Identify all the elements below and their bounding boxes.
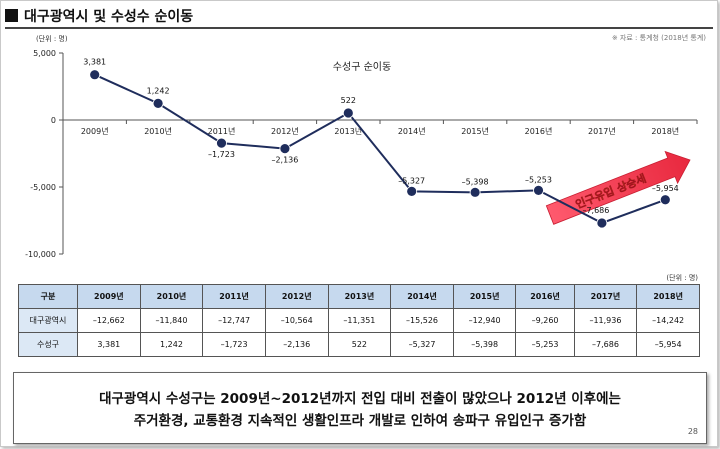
table-cell: –12,940: [452, 308, 517, 333]
table-row: 대구광역시 –12,662 –11,840 –12,747 –10,564 –1…: [18, 308, 700, 333]
table-cell: –11,936: [573, 308, 638, 333]
data-point: [533, 184, 544, 196]
table-cell: –5,398: [452, 332, 517, 357]
table-cell: –11,840: [139, 308, 204, 333]
x-tick-label: 2018년: [651, 126, 679, 136]
data-label: 1,242: [147, 86, 170, 95]
source-note: ※ 자료 : 통계청 (2018년 통계): [611, 34, 706, 42]
data-label: –5,398: [462, 177, 489, 186]
table-row-header: 수성구: [18, 332, 78, 357]
summary-box: 대구광역시 수성구는 2009년~2012년까지 전입 대비 전출이 많았으나 …: [13, 372, 707, 444]
table-cell: 1,242: [139, 332, 204, 357]
x-tick-label: 2011년: [208, 126, 236, 136]
table-cell: –10,564: [264, 308, 329, 333]
data-point: [279, 143, 291, 155]
table-header-cell: 2013년: [327, 284, 392, 309]
data-point: [152, 97, 164, 109]
table-header-cell: 2009년: [77, 284, 141, 309]
data-point: [659, 194, 671, 206]
table-header-cell: 2011년: [202, 284, 266, 309]
table-cell: –9,260: [515, 308, 575, 333]
data-label: –5,327: [398, 176, 425, 185]
table-header-cell: 2018년: [636, 284, 700, 309]
data-point: [342, 107, 354, 119]
data-label: –7,686: [582, 206, 609, 215]
table-cell: 522: [327, 332, 392, 357]
data-point: [596, 217, 608, 229]
y-tick-label: -5,000: [30, 183, 56, 192]
x-tick-label: 2017년: [588, 126, 616, 136]
header-divider: [5, 27, 713, 29]
x-tick-label: 2013년: [334, 126, 362, 136]
y-tick-label: -10,000: [25, 250, 56, 259]
table-cell: –2,136: [264, 332, 329, 357]
table-cell: –1,723: [202, 332, 266, 357]
y-tick-label: 0: [51, 116, 56, 125]
trend-arrow-shape: [545, 150, 691, 225]
table-cell: –5,327: [390, 332, 454, 357]
table-header-cell: 2010년: [139, 284, 204, 309]
x-tick-label: 2009년: [81, 126, 109, 136]
table-header-cell: 2014년: [390, 284, 454, 309]
table-cell: –5,954: [636, 332, 700, 357]
table-cell: 3,381: [77, 332, 141, 357]
x-tick-label: 2012년: [271, 126, 299, 136]
table-row: 수성구 3,381 1,242 –1,723 –2,136 522 –5,327…: [18, 332, 700, 357]
data-label: 522: [341, 96, 356, 105]
data-point: [216, 137, 227, 149]
summary-line-1: 대구광역시 수성구는 2009년~2012년까지 전입 대비 전출이 많았으나 …: [99, 391, 621, 407]
x-tick-label: 2016년: [525, 126, 553, 136]
chart-title: 수성구 순이동: [333, 61, 391, 73]
data-label: –2,136: [271, 156, 298, 165]
data-label: –5,253: [525, 175, 552, 184]
series-line: [94, 73, 666, 225]
table-cell: –15,526: [390, 308, 454, 333]
x-tick-label: 2014년: [398, 126, 426, 136]
data-table: 구분 2009년 2010년 2011년 2012년 2013년 2014년 2…: [18, 284, 700, 357]
x-tick-label: 2010년: [144, 126, 172, 136]
table-cell: –14,242: [636, 308, 700, 333]
table-unit-label: (단위 : 명): [666, 274, 698, 282]
data-label: 3,381: [83, 58, 106, 67]
table-header-cell: 2016년: [515, 284, 575, 309]
table-header-cell: 구분: [18, 284, 78, 309]
table-cell: –12,747: [202, 308, 266, 333]
table-row-header: 대구광역시: [18, 308, 78, 333]
chart-unit-label: (단위 : 명): [36, 35, 68, 43]
table-cell: –12,662: [77, 308, 141, 333]
table-cell: –5,253: [515, 332, 575, 357]
data-label: –5,954: [652, 184, 679, 193]
summary-line-2: 주거환경, 교통환경 지속적인 생활인프라 개발로 인하여 송파구 유입인구 증…: [133, 413, 587, 429]
data-point: [469, 186, 481, 198]
data-label: –1,723: [208, 150, 235, 159]
page-number: 28: [687, 427, 698, 436]
table-header-cell: 2015년: [452, 284, 517, 309]
line-chart: 5,000 0 -5,000 -10,000 2009년 2010년 2011년 2012년 2…: [25, 49, 698, 259]
data-point: [406, 185, 418, 197]
table-cell: –7,686: [573, 332, 638, 357]
header-bullet-icon: [5, 9, 18, 22]
data-point: [89, 69, 101, 81]
x-tick-label: 2015년: [461, 126, 489, 136]
table-header-row: 구분 2009년 2010년 2011년 2012년 2013년 2014년 2…: [18, 284, 700, 309]
table-header-cell: 2017년: [573, 284, 638, 309]
y-tick-label: 5,000: [33, 49, 56, 58]
table-header-cell: 2012년: [264, 284, 329, 309]
table-cell: –11,351: [327, 308, 392, 333]
page-title: 대구광역시 및 수성수 순이동: [24, 9, 194, 25]
